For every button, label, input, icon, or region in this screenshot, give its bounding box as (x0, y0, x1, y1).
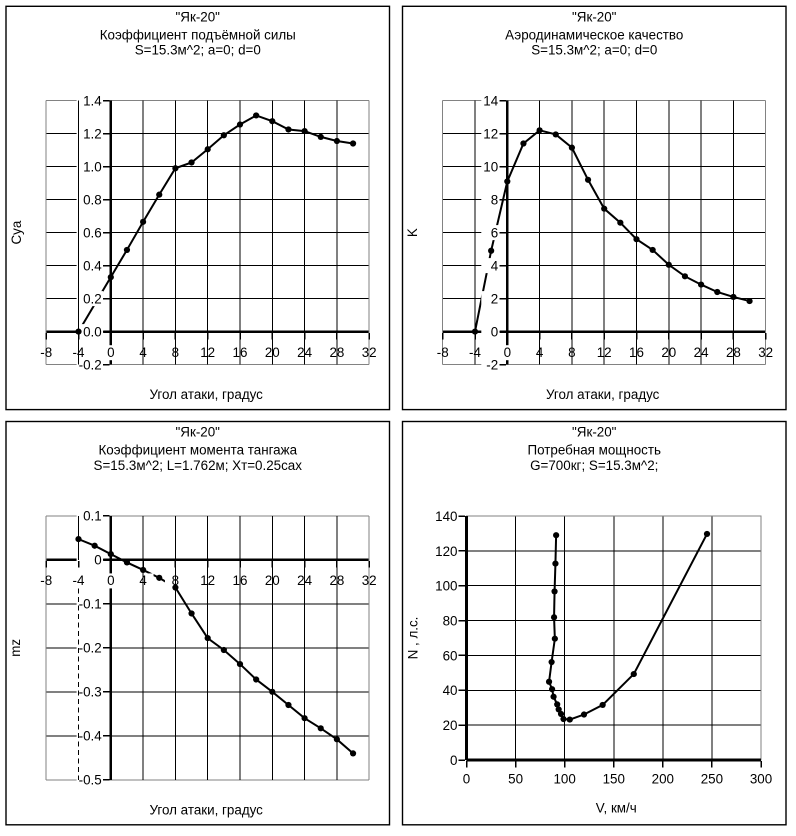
svg-text:4: 4 (491, 259, 499, 274)
svg-text:300: 300 (750, 772, 772, 787)
svg-text:28: 28 (329, 345, 344, 360)
svg-text:K: K (405, 228, 420, 237)
svg-text:Угол атаки, градус: Угол атаки, градус (150, 802, 264, 817)
svg-text:12: 12 (200, 573, 215, 588)
svg-text:-0.4: -0.4 (79, 729, 103, 744)
svg-text:8: 8 (568, 345, 575, 360)
svg-text:G=700кг; S=15.3м^2;: G=700кг; S=15.3м^2; (530, 458, 658, 473)
svg-text:-4: -4 (73, 345, 85, 360)
svg-text:0: 0 (107, 345, 114, 360)
svg-text:0.0: 0.0 (83, 325, 102, 340)
svg-text:2: 2 (491, 292, 498, 307)
svg-text:0.6: 0.6 (83, 226, 102, 241)
svg-text:0: 0 (491, 325, 498, 340)
svg-text:150: 150 (603, 772, 625, 787)
svg-text:8: 8 (172, 573, 179, 588)
svg-text:-4: -4 (469, 345, 481, 360)
svg-text:10: 10 (483, 160, 498, 175)
svg-text:140: 140 (435, 509, 457, 524)
svg-text:-8: -8 (40, 573, 52, 588)
svg-text:250: 250 (701, 772, 723, 787)
svg-text:-2: -2 (486, 358, 498, 373)
svg-text:6: 6 (491, 226, 498, 241)
svg-text:32: 32 (362, 345, 377, 360)
svg-text:100: 100 (553, 772, 575, 787)
svg-text:"Як-20": "Як-20" (176, 10, 221, 25)
svg-text:"Як-20": "Як-20" (572, 425, 617, 440)
svg-text:Коэффициент момента тангажа: Коэффициент момента тангажа (98, 443, 297, 458)
svg-text:V, км/ч: V, км/ч (596, 801, 637, 816)
svg-text:-0.5: -0.5 (79, 773, 102, 788)
svg-text:Угол атаки, градус: Угол атаки, градус (150, 387, 264, 402)
svg-text:-4: -4 (73, 573, 85, 588)
svg-text:16: 16 (233, 573, 248, 588)
svg-text:20: 20 (661, 345, 676, 360)
svg-text:Cya: Cya (9, 220, 24, 244)
svg-text:28: 28 (329, 573, 344, 588)
svg-text:1.0: 1.0 (83, 160, 102, 175)
svg-text:-0.1: -0.1 (79, 597, 102, 612)
svg-text:Угол атаки, градус: Угол атаки, градус (546, 387, 660, 402)
svg-text:0.4: 0.4 (83, 259, 102, 274)
svg-text:S=15.3м^2; a=0; d=0: S=15.3м^2; a=0; d=0 (531, 43, 657, 58)
svg-text:Потребная мощность: Потребная мощность (528, 443, 661, 458)
svg-text:20: 20 (265, 345, 280, 360)
svg-text:mz: mz (8, 639, 23, 657)
svg-text:40: 40 (443, 683, 458, 698)
svg-text:16: 16 (233, 345, 248, 360)
svg-text:14: 14 (483, 94, 498, 109)
svg-text:1.4: 1.4 (83, 94, 102, 109)
svg-text:0.1: 0.1 (83, 509, 102, 524)
svg-text:N , л.с.: N , л.с. (406, 617, 421, 660)
svg-text:120: 120 (435, 544, 457, 559)
svg-text:32: 32 (758, 345, 773, 360)
svg-text:4: 4 (536, 345, 544, 360)
svg-text:0.2: 0.2 (83, 292, 102, 307)
svg-text:-0.2: -0.2 (79, 641, 102, 656)
svg-text:-0.2: -0.2 (79, 358, 102, 373)
svg-text:4: 4 (139, 345, 147, 360)
svg-text:0: 0 (94, 553, 101, 568)
svg-text:Коэффициент подъёмной силы: Коэффициент подъёмной силы (100, 27, 296, 42)
svg-text:-0.3: -0.3 (79, 685, 102, 700)
svg-text:16: 16 (629, 345, 644, 360)
svg-text:24: 24 (297, 573, 312, 588)
svg-text:Аэродинамическое качество: Аэродинамическое качество (505, 27, 683, 42)
svg-text:20: 20 (443, 718, 458, 733)
svg-text:1.2: 1.2 (83, 127, 102, 142)
svg-text:-8: -8 (40, 345, 52, 360)
svg-text:8: 8 (491, 193, 498, 208)
svg-text:0: 0 (463, 772, 470, 787)
svg-text:12: 12 (483, 127, 498, 142)
svg-text:200: 200 (652, 772, 674, 787)
svg-text:0.8: 0.8 (83, 193, 102, 208)
svg-text:24: 24 (297, 345, 312, 360)
svg-text:"Як-20": "Як-20" (572, 10, 617, 25)
svg-text:-8: -8 (437, 345, 449, 360)
svg-text:"Як-20": "Як-20" (176, 425, 221, 440)
svg-text:4: 4 (139, 573, 147, 588)
svg-text:12: 12 (597, 345, 612, 360)
svg-text:20: 20 (265, 573, 280, 588)
svg-text:80: 80 (443, 613, 458, 628)
svg-text:60: 60 (443, 648, 458, 663)
svg-text:S=15.3м^2; a=0; d=0: S=15.3м^2; a=0; d=0 (135, 43, 261, 58)
svg-text:32: 32 (362, 573, 377, 588)
svg-text:50: 50 (508, 772, 523, 787)
svg-text:0: 0 (450, 753, 457, 768)
svg-text:0: 0 (504, 345, 511, 360)
svg-text:0: 0 (107, 573, 114, 588)
svg-text:100: 100 (435, 579, 457, 594)
svg-text:12: 12 (200, 345, 215, 360)
svg-text:S=15.3м^2; L=1.762м; Xт=0.25са: S=15.3м^2; L=1.762м; Xт=0.25сах (94, 458, 303, 473)
svg-text:24: 24 (694, 345, 709, 360)
svg-text:8: 8 (172, 345, 179, 360)
svg-text:28: 28 (726, 345, 741, 360)
